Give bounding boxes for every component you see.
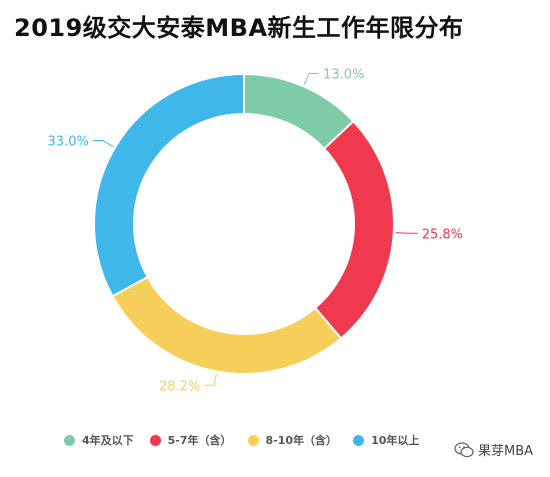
donut-slice-1[interactable] xyxy=(313,119,395,340)
chart-title: 2019级交大安泰MBA新生工作年限分布 xyxy=(14,14,464,42)
legend-swatch-3 xyxy=(353,434,365,446)
legend-item-0[interactable]: 4年及以下 xyxy=(64,432,134,448)
data-label-0: 13.0% xyxy=(323,67,364,82)
legend-item-1[interactable]: 5-7年（含） xyxy=(149,432,232,448)
legend-swatch-1 xyxy=(149,434,161,446)
legend-label-0: 4年及以下 xyxy=(82,434,134,447)
label-line-3 xyxy=(92,140,114,148)
legend-label-3: 10年以上 xyxy=(371,434,420,447)
label-line-2 xyxy=(204,373,217,386)
data-label-1: 25.8% xyxy=(422,227,463,242)
data-label-3: 33.0% xyxy=(48,135,89,150)
wechat-icon xyxy=(454,441,474,457)
chart-legend: 4年及以下 5-7年（含） 8-10年（含） 10年以上 xyxy=(64,432,435,448)
legend-item-3[interactable]: 10年以上 xyxy=(353,432,419,448)
legend-label-1: 5-7年（含） xyxy=(167,434,232,447)
legend-swatch-0 xyxy=(64,434,75,446)
donut-slice-2[interactable] xyxy=(111,275,343,375)
legend-swatch-2 xyxy=(247,434,259,446)
watermark: 果芽MBA xyxy=(454,440,533,459)
legend-label-2: 8-10年（含） xyxy=(265,434,338,447)
legend-item-2[interactable]: 8-10年（含） xyxy=(247,432,338,448)
label-line-1 xyxy=(395,232,418,234)
donut-slice-3[interactable] xyxy=(93,72,245,298)
data-label-2: 28.2% xyxy=(159,379,200,394)
watermark-text: 果芽MBA xyxy=(478,444,534,459)
label-line-0 xyxy=(303,72,320,85)
